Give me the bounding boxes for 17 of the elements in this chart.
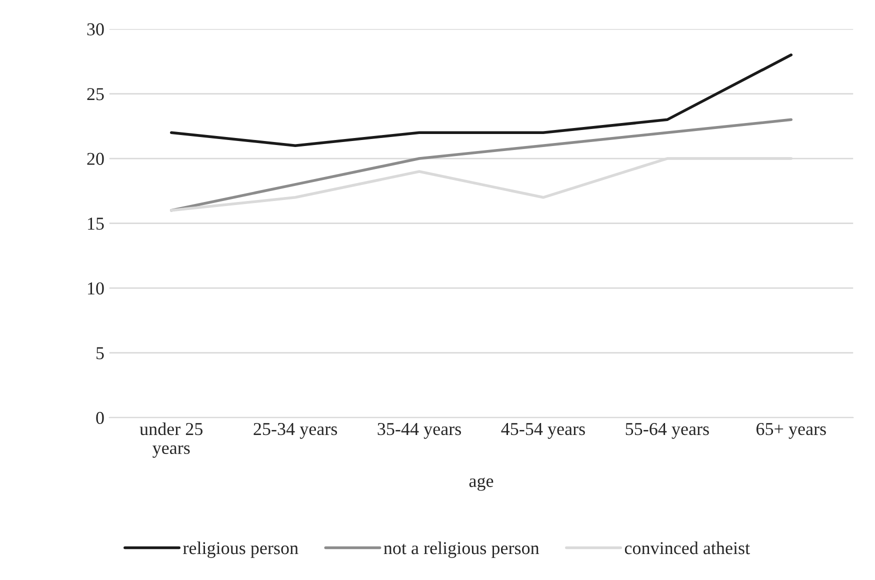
x-axis-title: age: [469, 478, 494, 491]
x-tick-label: 35-44 years: [378, 422, 461, 439]
y-tick-label: 5: [96, 347, 104, 360]
y-tick-label: 10: [88, 282, 104, 295]
legend-label: not a religious person: [384, 542, 540, 558]
x-tick-label: 55-64 years: [626, 422, 709, 439]
x-tick-label: under 25 years: [140, 422, 202, 458]
y-tick-label: 30: [87, 23, 104, 36]
legend-label: convinced atheist: [624, 542, 750, 554]
x-tick-label: 25-34 years: [254, 422, 338, 439]
x-tick-label: 65+ years: [756, 422, 826, 439]
y-tick-label: 0: [96, 412, 104, 424]
y-tick-label: 25: [87, 88, 104, 100]
y-tick-label: 20: [87, 152, 104, 165]
legend-label: religious person: [183, 542, 298, 558]
y-tick-label: 15: [88, 218, 104, 230]
x-tick-label: 45-54 years: [501, 423, 585, 439]
